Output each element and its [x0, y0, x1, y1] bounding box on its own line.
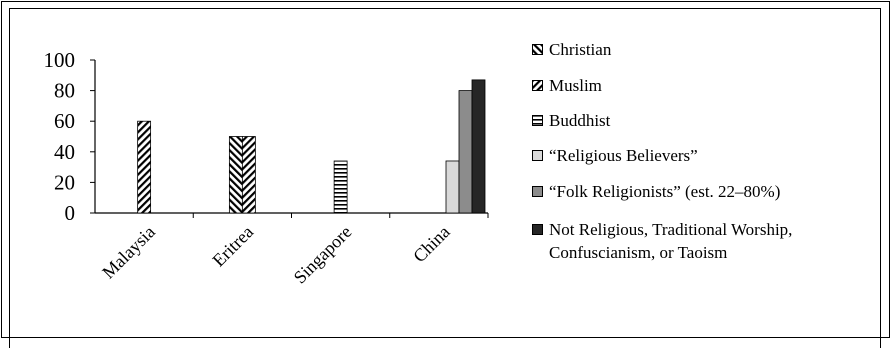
bar	[228, 136, 243, 214]
axes	[90, 59, 489, 218]
legend-label: “Folk Religionists” (est. 22–80%)	[549, 182, 781, 201]
legend-item: “Folk Religionists” (est. 22–80%)	[532, 180, 780, 203]
legend-swatch	[532, 150, 543, 161]
legend-label: Christian	[549, 40, 612, 59]
legend-item: Buddhist	[532, 109, 610, 132]
legend-swatch	[532, 115, 543, 126]
legend-label: Buddhist	[549, 111, 611, 130]
legend-swatch	[532, 44, 543, 55]
legend-swatch	[532, 186, 543, 197]
bar	[445, 160, 460, 214]
x-tick-label: Singapore	[290, 222, 356, 288]
legend-item: Not Religious, Traditional Worship, Conf…	[532, 218, 792, 264]
bar	[241, 136, 256, 214]
chart-area	[9, 8, 881, 348]
y-tick-label: 0	[65, 201, 76, 225]
legend-label: “Religious Believers”	[549, 146, 698, 165]
y-tick-label: 20	[54, 170, 75, 194]
bars	[137, 79, 486, 214]
legend-item: “Religious Believers”	[532, 144, 698, 167]
x-tick-label: China	[409, 222, 454, 267]
bar	[137, 120, 152, 214]
y-tick-label: 100	[44, 48, 76, 72]
bar	[458, 90, 473, 214]
bar-chart: 0 20 40 60 80 100 Malaysia Eritrea Singapore Chin…	[44, 48, 489, 288]
legend-swatch	[532, 224, 543, 235]
legend-item: Christian	[532, 38, 611, 61]
y-tick-label: 80	[54, 79, 75, 103]
x-tick-label: Eritrea	[208, 222, 257, 271]
bar	[333, 160, 348, 214]
bar	[471, 79, 486, 214]
legend-swatch	[532, 80, 543, 91]
legend-item: Muslim	[532, 74, 602, 97]
legend-label: Muslim	[549, 76, 602, 95]
y-tick-label: 60	[54, 109, 75, 133]
y-tick-label: 40	[54, 140, 75, 164]
legend-label: Not Religious, Traditional Worship, Conf…	[549, 220, 793, 262]
chart-frame	[1, 1, 890, 338]
x-tick-label: Malaysia	[98, 222, 159, 283]
